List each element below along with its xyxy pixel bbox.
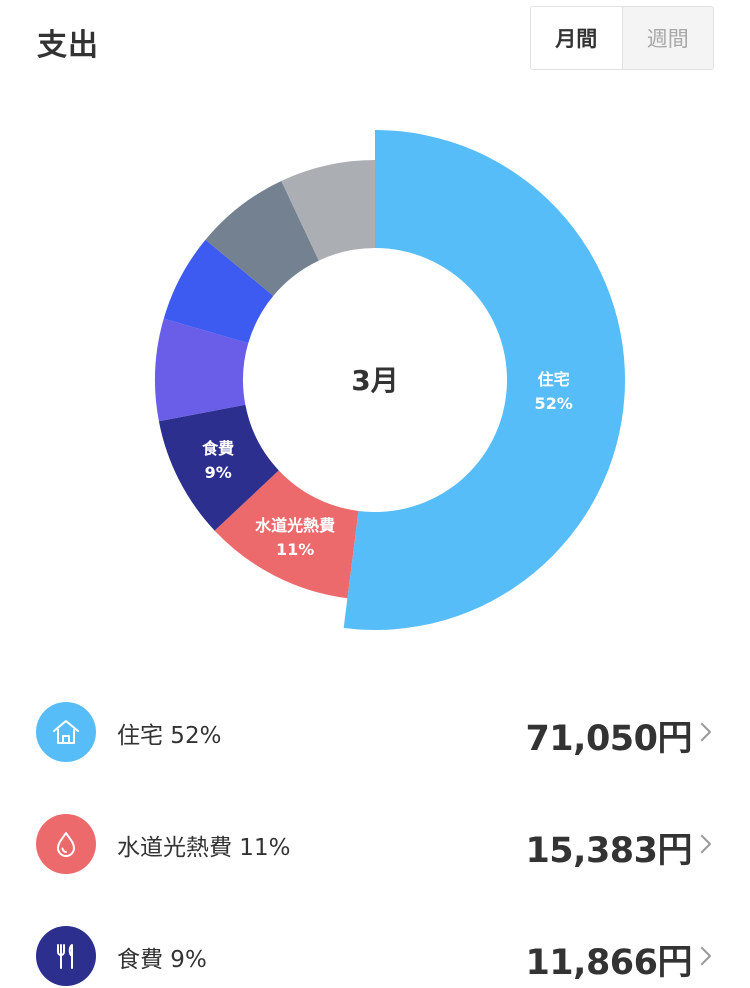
category-label: 住宅 52% — [117, 723, 222, 749]
donut-slice-3[interactable] — [155, 318, 249, 422]
tab-monthly[interactable]: 月間 — [531, 7, 622, 69]
category-amount: 15,383円 — [525, 831, 692, 871]
slice-label-percent: 9% — [205, 463, 232, 482]
water-drop-icon — [57, 832, 75, 857]
fork-knife-icon — [57, 944, 73, 969]
donut-slice-食費[interactable] — [158, 404, 279, 531]
tab-weekly[interactable]: 週間 — [621, 7, 713, 69]
list-item-utilities[interactable]: 水道光熱費 11% 15,383円 — [0, 788, 750, 900]
donut-slice-4[interactable] — [163, 239, 274, 344]
donut-slice-6[interactable] — [281, 160, 375, 261]
donut-slice-水道光熱費[interactable] — [214, 470, 359, 599]
donut-center-label: 3月 — [351, 364, 398, 397]
housing-badge — [36, 702, 96, 762]
header: 支出 月間 週間 — [0, 0, 750, 80]
category-label: 食費 9% — [117, 947, 207, 973]
donut-slice-住宅[interactable] — [343, 130, 625, 630]
house-icon — [53, 720, 79, 744]
utilities-badge — [36, 814, 96, 874]
category-label: 水道光熱費 11% — [117, 835, 291, 861]
list-item-food[interactable]: 食費 9% 11,866円 — [0, 900, 750, 988]
slice-label-name: 水道光熱費 — [255, 516, 335, 535]
category-amount: 71,050円 — [525, 719, 692, 759]
food-badge — [36, 926, 96, 986]
slice-label-name: 食費 — [201, 439, 234, 458]
slice-label-percent: 11% — [276, 540, 314, 559]
page-title: 支出 — [37, 28, 99, 63]
period-toggle: 月間 週間 — [530, 6, 714, 70]
donut-chart-svg: 住宅 52% 水道光熱費 11% 食費 9% 3月 — [155, 130, 625, 630]
category-amount: 11,866円 — [525, 943, 692, 983]
list-item-housing[interactable]: 住宅 52% 71,050円 — [0, 676, 750, 788]
donut-slice-5[interactable] — [205, 180, 319, 296]
chevron-right-icon — [701, 835, 711, 853]
slice-label-percent: 52% — [534, 394, 572, 413]
chevron-right-icon — [701, 947, 711, 965]
chevron-right-icon — [701, 723, 711, 741]
slice-label-name: 住宅 — [538, 370, 570, 389]
expense-donut-chart: 住宅 52% 水道光熱費 11% 食費 9% 3月 — [0, 100, 750, 660]
